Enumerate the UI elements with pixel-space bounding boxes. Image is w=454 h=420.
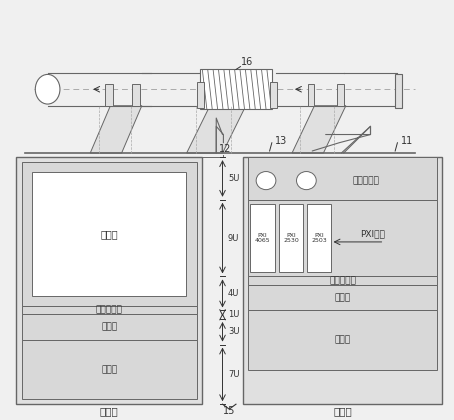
Polygon shape (292, 106, 346, 153)
Text: 9U: 9U (228, 234, 239, 243)
Ellipse shape (35, 74, 60, 104)
Text: 11: 11 (400, 136, 413, 146)
Text: PXI单元: PXI单元 (360, 230, 385, 239)
Polygon shape (90, 106, 142, 153)
Circle shape (256, 171, 276, 190)
Text: 4U: 4U (228, 289, 239, 298)
Bar (250, 204, 275, 272)
Bar (395, 74, 402, 108)
Bar (32, 172, 186, 296)
Text: 前面板: 前面板 (100, 407, 118, 417)
Bar (248, 200, 437, 276)
Text: 16: 16 (241, 58, 253, 68)
Text: 打印机: 打印机 (335, 336, 350, 345)
Text: 显示器: 显示器 (100, 229, 118, 239)
Text: 工控机: 工控机 (335, 293, 350, 302)
Bar (22, 314, 197, 340)
Bar (197, 82, 204, 108)
Text: PXI
2503: PXI 2503 (311, 233, 327, 244)
Bar (22, 306, 197, 314)
Text: 15: 15 (223, 406, 236, 416)
Text: PXI
4065: PXI 4065 (255, 233, 271, 244)
Text: PXI
2530: PXI 2530 (283, 233, 299, 244)
Text: 后面板: 后面板 (333, 407, 352, 417)
Bar (243, 157, 442, 404)
Text: 1U: 1U (228, 310, 239, 319)
Bar (279, 204, 303, 272)
Bar (22, 162, 197, 306)
Text: 7U: 7U (228, 370, 239, 379)
Bar (337, 84, 344, 106)
Text: 接口适配器: 接口适配器 (353, 176, 380, 185)
Text: 工控机: 工控机 (101, 322, 117, 331)
Text: 5U: 5U (228, 174, 239, 183)
Text: 13: 13 (275, 136, 287, 146)
Polygon shape (187, 106, 246, 153)
Bar (22, 340, 197, 399)
Bar (270, 82, 277, 108)
Text: 12: 12 (218, 144, 231, 154)
Text: 鼠标、键盘: 鼠标、键盘 (329, 276, 356, 285)
Bar (248, 276, 437, 285)
Bar (248, 310, 437, 370)
Bar (16, 157, 202, 404)
Text: 3U: 3U (228, 327, 239, 336)
Bar (132, 84, 140, 106)
Bar (105, 84, 113, 106)
Bar (248, 285, 437, 310)
Text: 打印机: 打印机 (101, 365, 117, 374)
Text: 鼠标、键盘: 鼠标、键盘 (96, 305, 123, 314)
Bar (308, 84, 315, 106)
Bar (307, 204, 331, 272)
Bar (200, 69, 272, 109)
Circle shape (296, 171, 316, 190)
Bar (248, 157, 437, 200)
